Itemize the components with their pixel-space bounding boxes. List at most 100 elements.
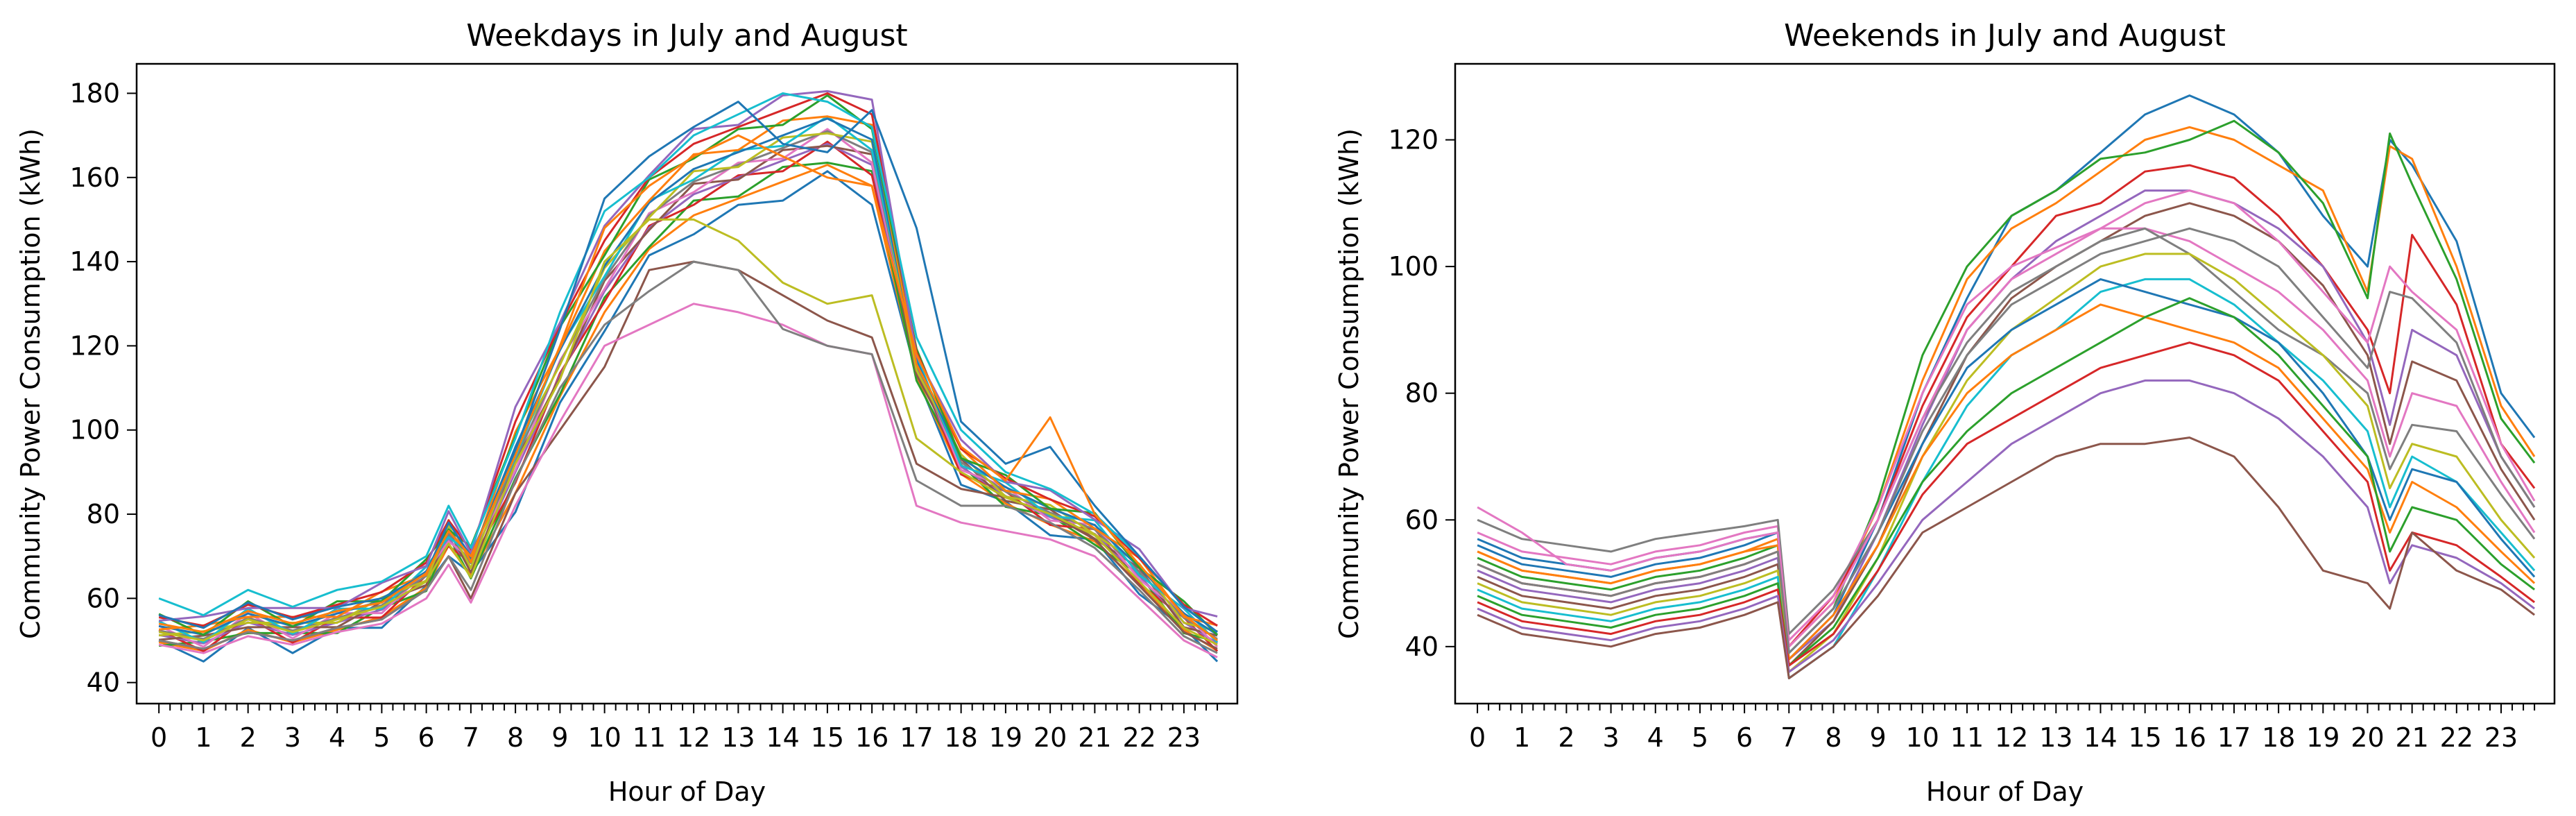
x-tick-label: 13 <box>721 722 755 753</box>
y-tick-label: 160 <box>69 162 120 193</box>
x-tick-label: 3 <box>1603 722 1620 753</box>
x-tick-label: 0 <box>151 722 167 753</box>
series-line <box>158 164 1218 652</box>
y-tick-label: 180 <box>69 78 120 108</box>
x-tick-label: 12 <box>1995 722 2028 753</box>
series-line <box>1477 119 2536 654</box>
x-tick-label: 15 <box>2128 722 2161 753</box>
x-tick-label: 6 <box>418 722 435 753</box>
x-tick-label: 14 <box>2084 722 2117 753</box>
x-tick-label: 2 <box>240 722 257 753</box>
x-tick-label: 17 <box>2217 722 2251 753</box>
x-tick-label: 1 <box>1513 722 1530 753</box>
plot-frame <box>1454 62 2556 705</box>
series-line <box>158 117 1218 636</box>
chart-weekdays: Weekdays in July and August 0 1 2 3 4 5 6 7 8 9 10… <box>15 18 1239 807</box>
x-tick-label: 20 <box>1033 722 1067 753</box>
x-axis-ticks: 0 1 2 3 4 5 6 7 8 9 10 11 12 13 14 15 16 17 18 19 20 21 22 23 <box>1469 704 2536 753</box>
x-tick-label: 4 <box>329 722 345 753</box>
x-tick-label: 18 <box>2262 722 2295 753</box>
x-tick-label: 16 <box>855 722 888 753</box>
series-line <box>1477 297 2536 667</box>
x-tick-label: 11 <box>633 722 666 753</box>
plot-frame <box>135 62 1239 705</box>
x-tick-label: 16 <box>2173 722 2206 753</box>
y-tick-label: 60 <box>1405 504 1439 535</box>
series-line <box>158 92 1219 634</box>
x-tick-label: 8 <box>1825 722 1841 753</box>
x-tick-label: 22 <box>2440 722 2473 753</box>
x-tick-label: 4 <box>1647 722 1664 753</box>
y-tick-label: 120 <box>1388 125 1439 155</box>
series-line <box>158 260 1218 654</box>
x-tick-label: 10 <box>587 722 621 753</box>
y-axis-label: Community Power Consumption (kWh) <box>15 128 46 639</box>
series-line <box>158 218 1218 646</box>
series-line <box>1477 202 2536 667</box>
x-tick-label: 10 <box>1906 722 1939 753</box>
x-tick-label: 5 <box>1692 722 1708 753</box>
chart-weekends: Weekends in July and August 0 1 2 3 4 5 6 7 8 9 10… <box>1334 18 2556 807</box>
y-tick-label: 100 <box>1388 251 1439 282</box>
y-tick-label: 60 <box>87 583 120 613</box>
y-tick-label: 120 <box>69 330 120 361</box>
series-line <box>1477 379 2536 673</box>
x-tick-label: 0 <box>1469 722 1486 753</box>
series-line <box>158 303 1218 658</box>
x-tick-label: 22 <box>1122 722 1156 753</box>
y-tick-label: 40 <box>1405 631 1439 662</box>
series-line <box>158 144 1218 641</box>
series-line <box>1477 227 2536 636</box>
x-tick-label: 21 <box>1078 722 1111 753</box>
x-axis-label: Hour of Day <box>608 776 766 807</box>
x-tick-label: 13 <box>2039 722 2072 753</box>
x-tick-label: 3 <box>284 722 301 753</box>
x-axis-label: Hour of Day <box>1926 776 2084 807</box>
x-tick-label: 6 <box>1736 722 1753 753</box>
y-tick-label: 80 <box>1405 378 1439 409</box>
y-axis-ticks: 40 60 80 100 120 <box>1388 125 1455 662</box>
series-line <box>158 101 1219 634</box>
x-tick-label: 15 <box>811 722 844 753</box>
chart-title: Weekdays in July and August <box>466 18 907 53</box>
x-tick-label: 23 <box>1167 722 1201 753</box>
x-tick-label: 9 <box>1870 722 1887 753</box>
series-line <box>158 134 1219 642</box>
x-tick-label: 21 <box>2395 722 2428 753</box>
x-tick-label: 9 <box>551 722 568 753</box>
x-tick-label: 19 <box>989 722 1022 753</box>
chart-title: Weekends in July and August <box>1784 18 2226 53</box>
series-line <box>1477 303 2536 661</box>
y-axis-ticks: 40 60 80 100 120 140 160 180 <box>69 78 137 698</box>
series-line <box>158 92 1218 627</box>
x-tick-label: 8 <box>507 722 524 753</box>
y-tick-label: 80 <box>87 499 120 529</box>
x-tick-label: 12 <box>677 722 710 753</box>
x-axis-ticks: 0 1 2 3 4 5 6 7 8 9 10 11 12 13 14 15 16 17 18 19 20 21 22 23 <box>151 704 1219 753</box>
x-tick-label: 18 <box>944 722 977 753</box>
series-line <box>158 94 1219 636</box>
x-tick-label: 19 <box>2306 722 2339 753</box>
x-tick-label: 7 <box>463 722 479 753</box>
x-tick-label: 11 <box>1950 722 1984 753</box>
x-tick-label: 17 <box>900 722 933 753</box>
series-lines <box>1477 94 2536 679</box>
series-line <box>1477 227 2536 642</box>
y-axis-label: Community Power Consumption (kWh) <box>1334 128 1364 639</box>
series-line <box>158 90 1218 622</box>
x-tick-label: 2 <box>1558 722 1574 753</box>
x-tick-label: 20 <box>2351 722 2384 753</box>
series-line <box>158 115 1218 631</box>
y-tick-label: 100 <box>69 415 120 445</box>
x-tick-label: 7 <box>1780 722 1797 753</box>
series-lines <box>158 90 1219 663</box>
x-tick-label: 1 <box>195 722 212 753</box>
x-tick-label: 14 <box>766 722 799 753</box>
series-line <box>1477 227 2536 654</box>
series-line <box>1477 436 2536 679</box>
x-tick-label: 23 <box>2484 722 2518 753</box>
series-line <box>1477 189 2536 648</box>
y-tick-label: 40 <box>87 668 120 698</box>
